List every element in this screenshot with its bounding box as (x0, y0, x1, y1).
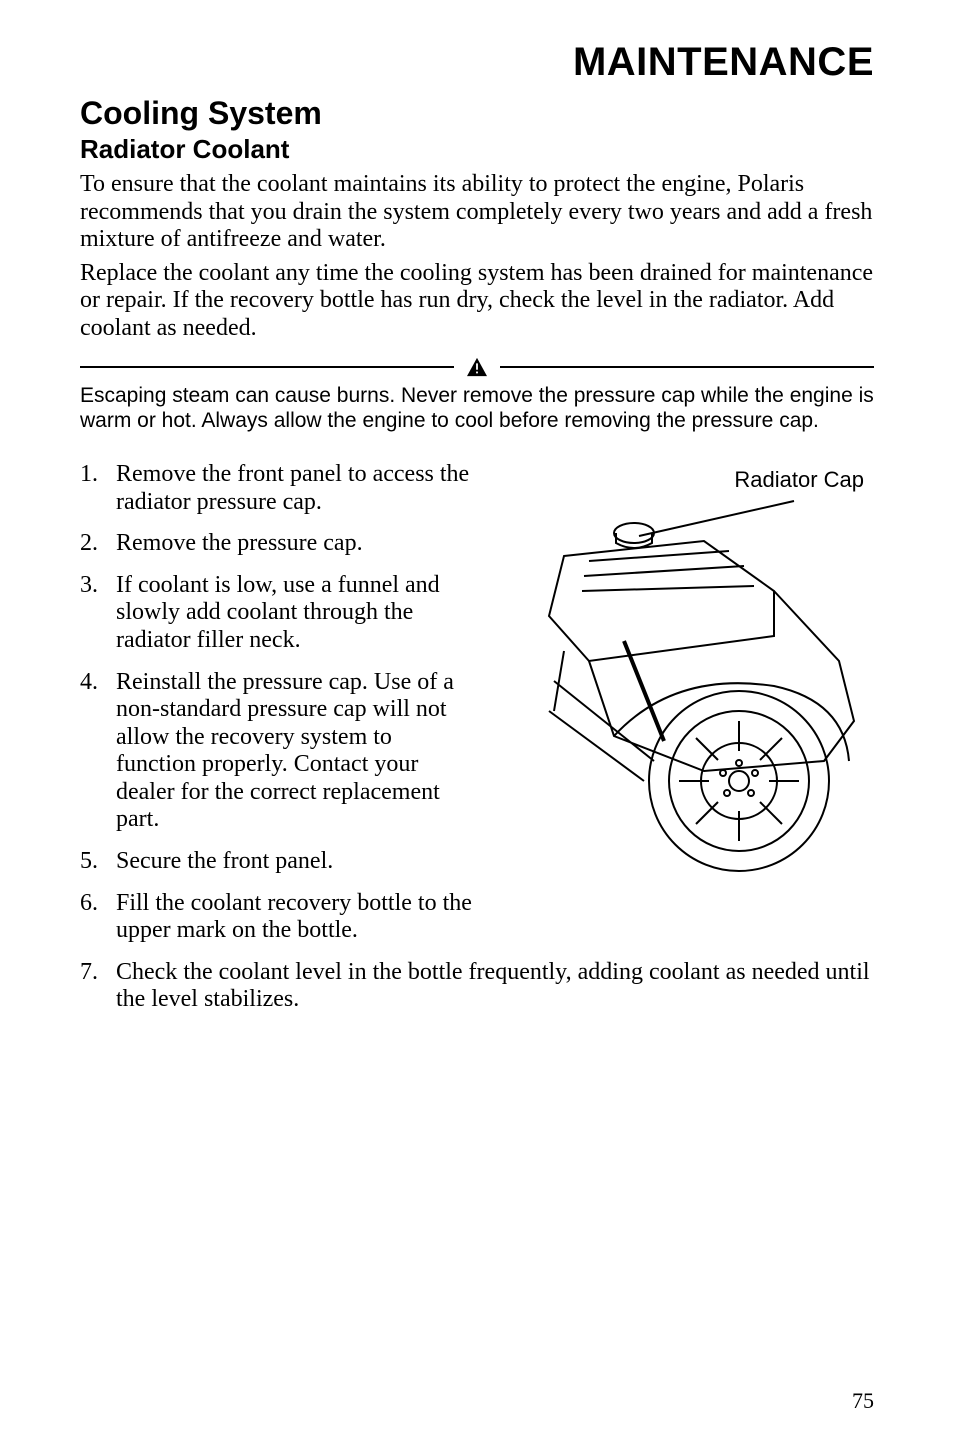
steps-column: Remove the front panel to access the rad… (80, 461, 494, 959)
step-text: Check the coolant level in the bottle fr… (116, 959, 874, 1014)
warning-text: Escaping steam can cause burns. Never re… (80, 383, 874, 433)
step-item: Remove the pressure cap. (80, 530, 474, 558)
section-subtitle: Radiator Coolant (80, 134, 874, 165)
intro-paragraph-2: Replace the coolant any time the cooling… (80, 260, 874, 343)
section-title: Cooling System (80, 95, 874, 132)
content-row: Remove the front panel to access the rad… (80, 461, 874, 959)
page-container: MAINTENANCE Cooling System Radiator Cool… (0, 0, 954, 1014)
step-text: Remove the front panel to access the rad… (116, 461, 474, 516)
warning-divider (80, 357, 874, 377)
page-number: 75 (852, 1388, 874, 1414)
intro-paragraph-1: To ensure that the coolant maintains its… (80, 171, 874, 254)
divider-line-right (500, 366, 874, 368)
steps-list-below-figure: Check the coolant level in the bottle fr… (80, 959, 874, 1014)
step-text: Secure the front panel. (116, 848, 333, 876)
step-item: If coolant is low, use a funnel and slow… (80, 572, 474, 655)
step-item: Remove the front panel to access the rad… (80, 461, 474, 516)
step-item: Fill the coolant recovery bottle to the … (80, 890, 474, 945)
warning-icon (466, 357, 488, 377)
figure-column: Radiator Cap (494, 461, 874, 886)
step-item: Reinstall the pressure cap. Use of a non… (80, 669, 474, 835)
main-title: MAINTENANCE (80, 40, 874, 85)
step-text: Reinstall the pressure cap. Use of a non… (116, 669, 474, 835)
warning-block: Escaping steam can cause burns. Never re… (80, 357, 874, 433)
step-item: Secure the front panel. (80, 848, 474, 876)
vehicle-illustration (494, 461, 874, 881)
step-text: If coolant is low, use a funnel and slow… (116, 572, 474, 655)
figure-caption: Radiator Cap (734, 467, 864, 493)
step-item: Check the coolant level in the bottle fr… (80, 959, 874, 1014)
step-text: Remove the pressure cap. (116, 530, 363, 558)
steps-list-beside-figure: Remove the front panel to access the rad… (80, 461, 474, 945)
step-text: Fill the coolant recovery bottle to the … (116, 890, 474, 945)
divider-line-left (80, 366, 454, 368)
